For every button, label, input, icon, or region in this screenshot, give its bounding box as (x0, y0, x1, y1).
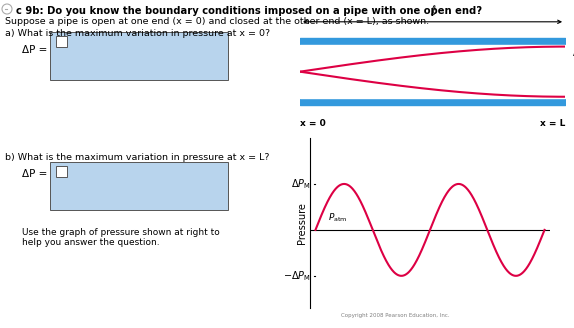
Text: help you answer the question.: help you answer the question. (22, 238, 160, 247)
Text: c 9b: Do you know the boundary conditions imposed on a pipe with one open end?: c 9b: Do you know the boundary condition… (16, 6, 482, 16)
Text: a) What is the maximum variation in pressure at x = 0?: a) What is the maximum variation in pres… (5, 29, 270, 38)
Text: Copyright 2008 Pearson Education, Inc.: Copyright 2008 Pearson Education, Inc. (341, 313, 449, 318)
Y-axis label: Pressure: Pressure (297, 202, 307, 244)
Text: $\Delta P_\mathsf{M}$: $\Delta P_\mathsf{M}$ (291, 177, 311, 191)
Text: Suppose a pipe is open at one end (x = 0) and closed at the other end (x = L), a: Suppose a pipe is open at one end (x = 0… (5, 17, 429, 26)
Text: Use the graph of pressure shown at right to: Use the graph of pressure shown at right… (22, 228, 220, 237)
Text: A: A (573, 48, 574, 58)
Text: x = L: x = L (540, 119, 565, 128)
Text: $-\Delta P_\mathsf{M}$: $-\Delta P_\mathsf{M}$ (283, 269, 311, 283)
Text: B: B (573, 86, 574, 96)
FancyBboxPatch shape (56, 36, 67, 47)
Text: $P_\mathsf{atm}$: $P_\mathsf{atm}$ (328, 212, 348, 224)
FancyBboxPatch shape (50, 32, 228, 80)
FancyBboxPatch shape (56, 166, 67, 177)
Text: ΔP =: ΔP = (22, 169, 48, 179)
FancyBboxPatch shape (50, 162, 228, 210)
Text: b) What is the maximum variation in pressure at x = L?: b) What is the maximum variation in pres… (5, 153, 270, 162)
Text: x = 0: x = 0 (300, 119, 326, 128)
Text: ΔP =: ΔP = (22, 45, 48, 55)
Text: ℓ: ℓ (430, 5, 435, 18)
